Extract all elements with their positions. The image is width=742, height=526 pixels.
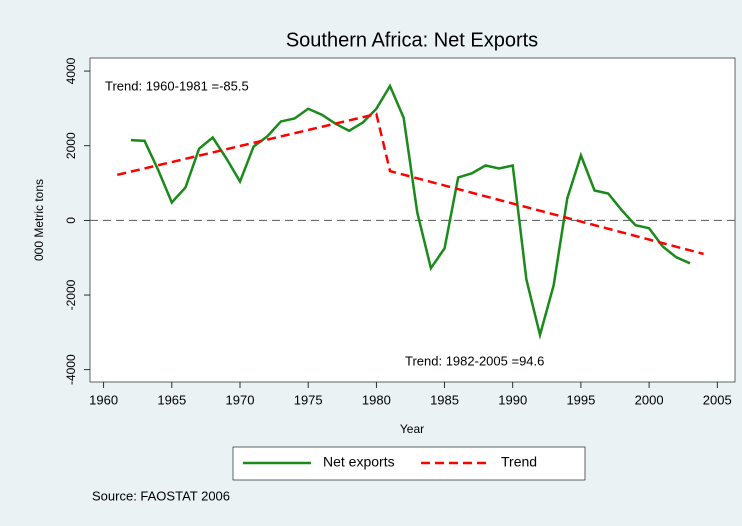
x-tick-label: 1965 — [157, 392, 186, 407]
annotation: Trend: 1982-2005 =94.6 — [405, 353, 544, 368]
x-tick-label: 1960 — [89, 392, 118, 407]
y-tick-label: 4000 — [64, 57, 78, 84]
x-tick-label: 1995 — [566, 392, 595, 407]
x-axis-label: Year — [400, 422, 424, 436]
x-tick-label: 2000 — [635, 392, 664, 407]
line — [116, 112, 704, 256]
y-tick-label: -2000 — [64, 279, 78, 310]
x-tick-label: 1980 — [362, 392, 391, 407]
x-tick-label: 1985 — [430, 392, 459, 407]
annotation: Trend: 1960-1981 =-85.5 — [105, 78, 249, 93]
x-tick-label: 1970 — [226, 392, 255, 407]
y-tick-label: -4000 — [64, 354, 78, 385]
source: Source: FAOSTAT 2006 — [92, 488, 230, 503]
y-tick-label: 0 — [64, 217, 78, 224]
legend-label: Net exports — [323, 454, 395, 470]
y-tick-label: 2000 — [64, 132, 78, 159]
chart-title: Southern Africa: Net Exports — [286, 29, 538, 51]
line — [130, 83, 691, 340]
x-tick-label: 1990 — [498, 392, 527, 407]
y-axis-label: 000 Metric tons — [32, 179, 46, 261]
x-tick-label: 1975 — [294, 392, 323, 407]
x-tick-label: 2005 — [703, 392, 732, 407]
legend-label: Trend — [501, 454, 537, 470]
